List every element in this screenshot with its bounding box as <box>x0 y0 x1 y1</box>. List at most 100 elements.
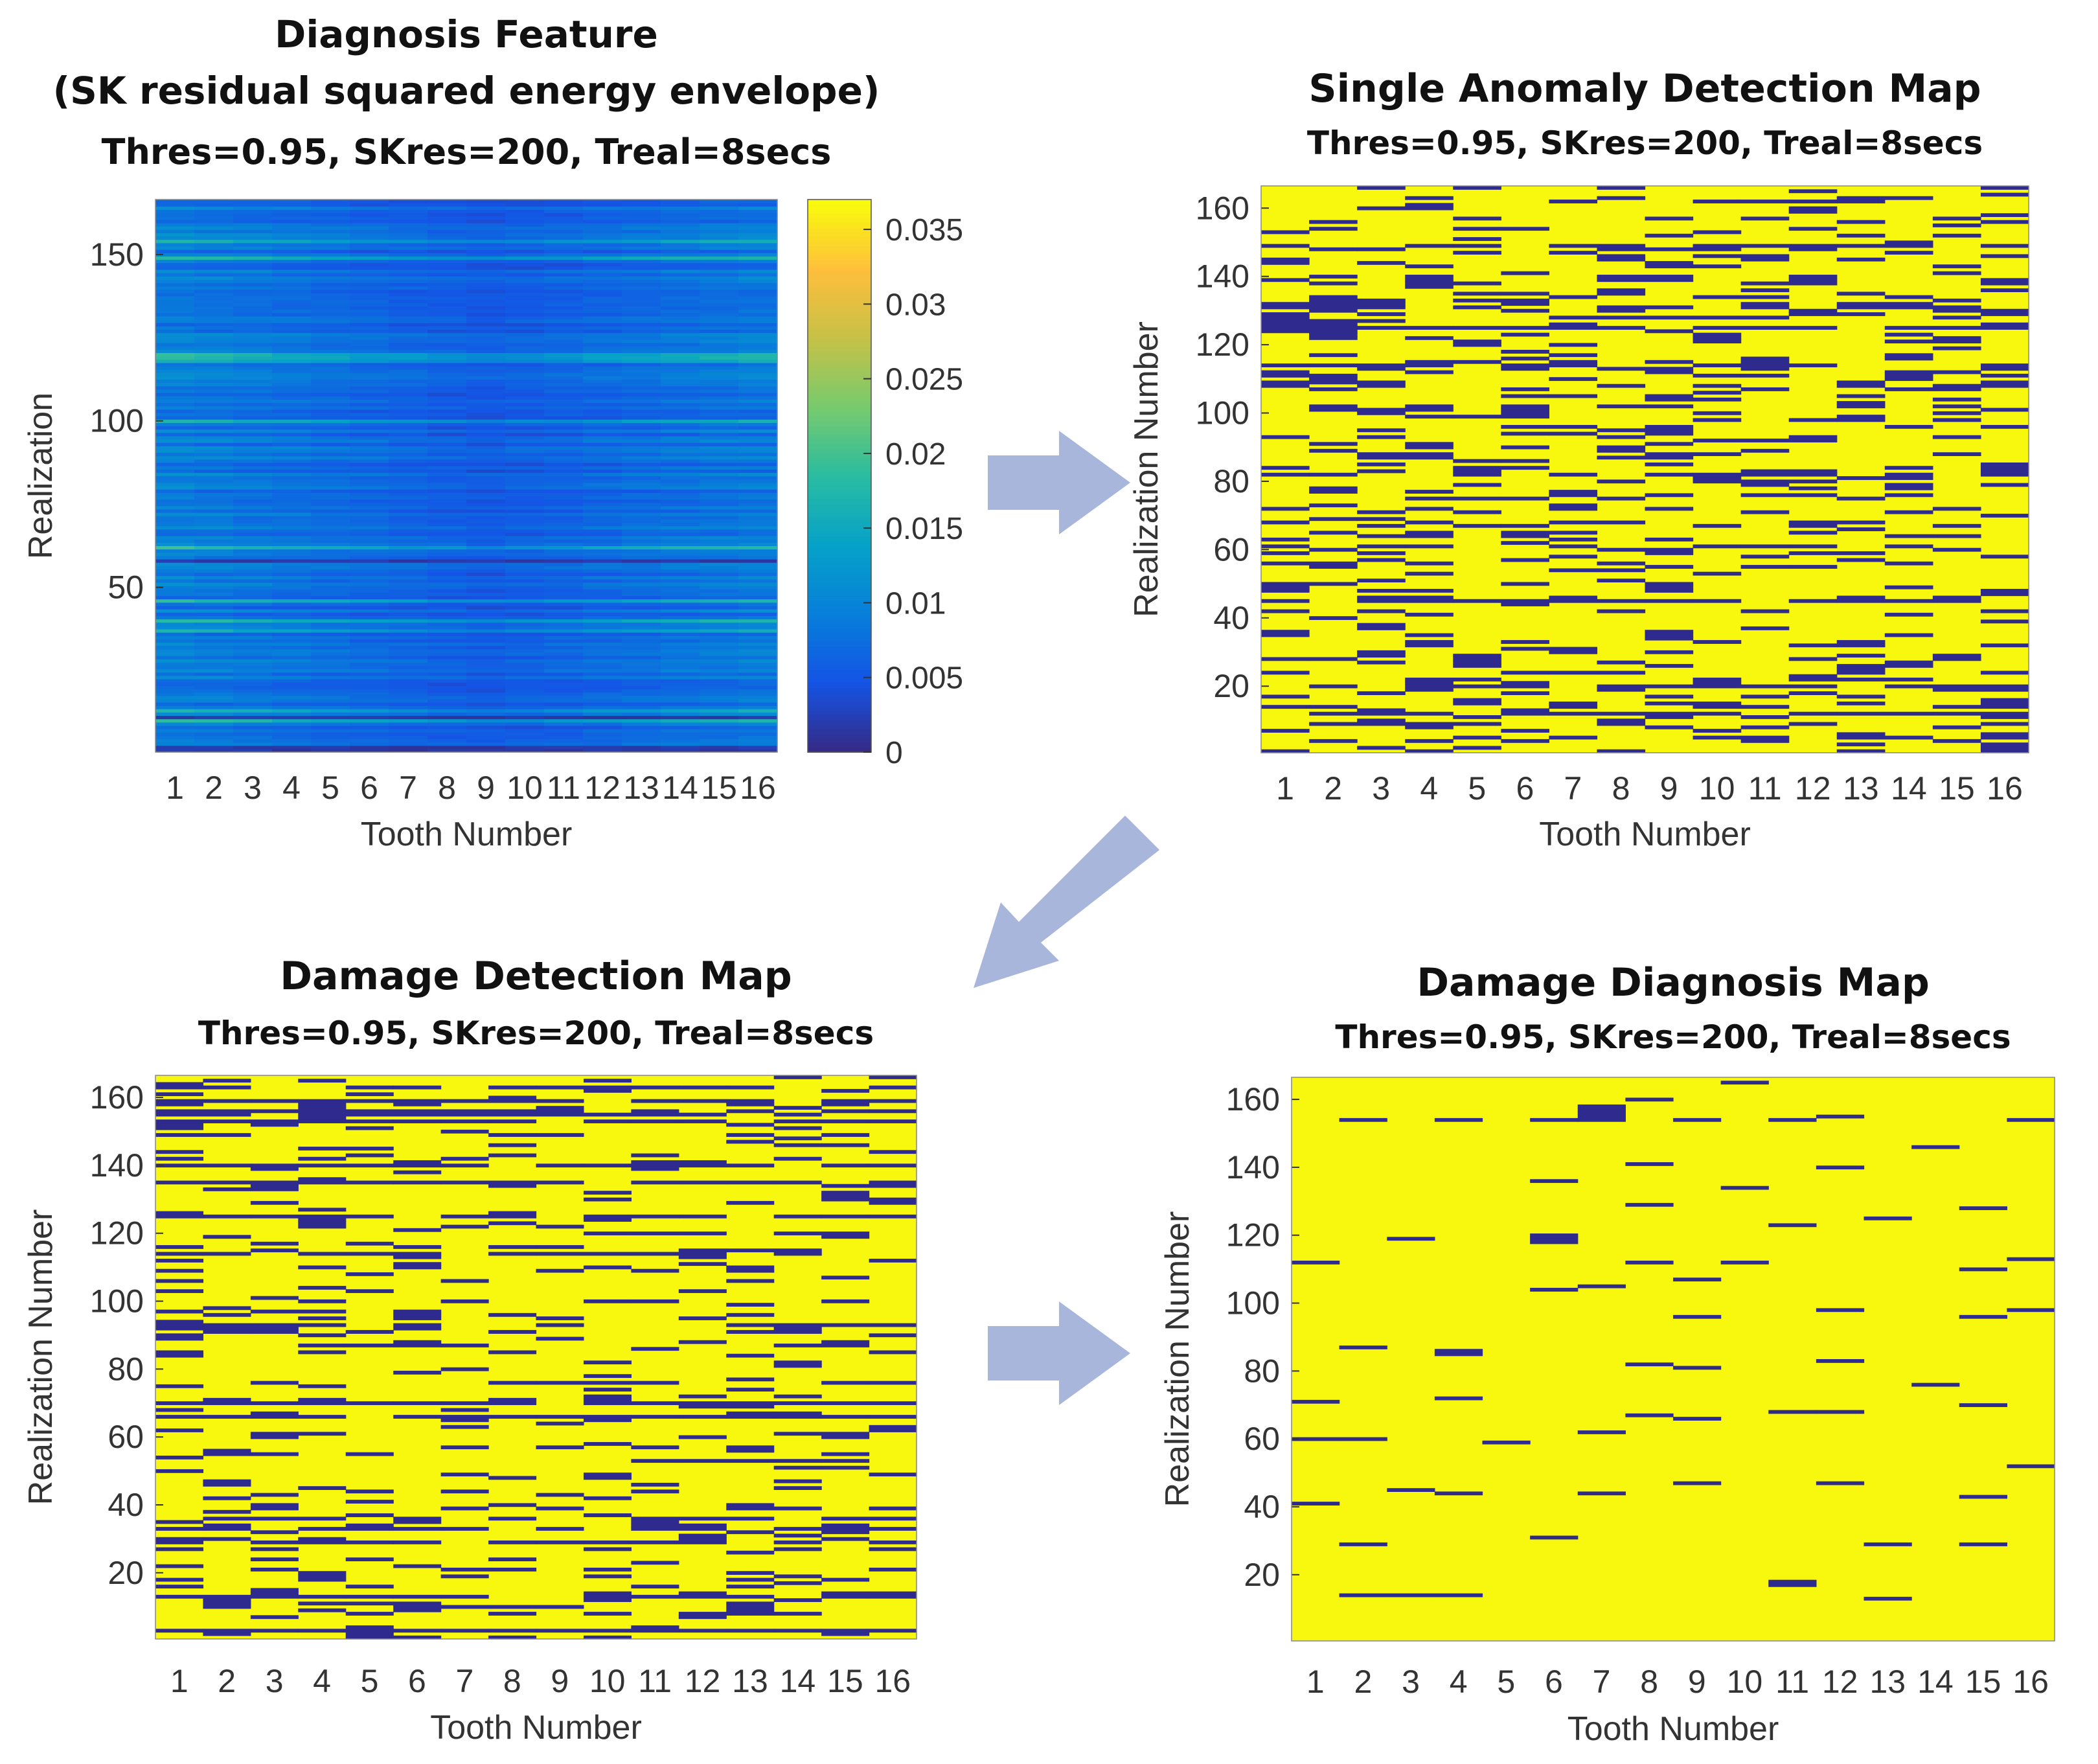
heatmap-cell <box>661 678 700 683</box>
heatmap-cell <box>194 595 234 600</box>
heatmap-cells <box>1261 186 2029 753</box>
heatmap-cell <box>233 303 273 307</box>
x-tick-label: 10 <box>507 770 543 806</box>
heatmap-cell <box>466 349 506 353</box>
damage-cell <box>1577 1104 1626 1108</box>
heatmap-cell <box>311 622 350 626</box>
heatmap-cell <box>544 695 584 700</box>
anomaly-cell <box>1309 490 1358 494</box>
heatmap-cell <box>311 599 350 603</box>
anomaly-cell <box>1980 367 2029 371</box>
heatmap-cell <box>350 622 389 626</box>
anomaly-cell <box>1357 544 1406 549</box>
anomaly-cell <box>1549 537 1598 542</box>
colorbar-segment <box>808 443 871 449</box>
heatmap-cell <box>350 632 389 636</box>
damage-cell <box>155 1333 204 1338</box>
heatmap-cell <box>311 732 350 736</box>
heatmap-cell <box>428 212 467 217</box>
heatmap-cell <box>583 729 622 733</box>
heatmap-cell <box>661 655 700 659</box>
damage-cell <box>678 1112 727 1117</box>
heatmap-cell <box>233 516 273 520</box>
heatmap-cell <box>311 203 350 207</box>
heatmap-cell <box>466 482 506 487</box>
heatmap-cell <box>272 379 312 384</box>
heatmap-cell <box>505 682 545 686</box>
damage-cell <box>773 1533 822 1538</box>
anomaly-cell <box>1788 674 1838 678</box>
damage-cell <box>203 1312 251 1317</box>
heatmap-cell <box>389 239 428 244</box>
heatmap-cell <box>428 416 467 420</box>
heatmap-cell <box>272 349 312 353</box>
heatmap-cell <box>311 466 350 470</box>
heatmap-cell <box>700 389 739 393</box>
x-tick-label: 11 <box>547 770 580 806</box>
anomaly-cell <box>1357 312 1406 316</box>
heatmap-cell <box>738 352 778 357</box>
heatmap-cell <box>155 722 195 726</box>
anomaly-cell <box>1740 715 1790 719</box>
colorbar-segment <box>808 480 871 486</box>
heatmap-cell <box>350 379 389 384</box>
heatmap-cell <box>738 315 778 320</box>
x-tick-label: 1 <box>1306 1664 1325 1700</box>
anomaly-cell <box>1645 452 1694 457</box>
anomaly-cell <box>1740 216 1790 221</box>
heatmap-cell <box>155 612 195 616</box>
heatmap-cell <box>661 645 700 650</box>
heatmap-cell <box>505 233 545 237</box>
damage-cell <box>440 1099 489 1103</box>
heatmap-cell <box>738 296 778 300</box>
heatmap-cell <box>389 352 428 357</box>
anomaly-cell <box>1309 565 1358 569</box>
heatmap-cell <box>194 589 234 593</box>
damage-cell <box>869 1428 917 1432</box>
heatmap-cell <box>661 469 700 473</box>
heatmap-cell <box>194 212 234 217</box>
damage-cell <box>821 1527 870 1531</box>
heatmap-cell <box>622 659 661 663</box>
heatmap-cell <box>622 279 661 284</box>
heatmap-cell <box>700 203 739 207</box>
heatmap-cell <box>428 502 467 507</box>
heatmap-cell <box>738 566 778 569</box>
heatmap-cell <box>233 712 273 716</box>
damage-cell <box>440 1605 489 1609</box>
heatmap-cell <box>389 385 428 390</box>
damage-cell <box>155 1109 204 1114</box>
anomaly-cell <box>1740 200 1790 203</box>
heatmap-cell <box>428 578 467 583</box>
anomaly-cell <box>1932 418 1981 422</box>
heatmap-cell <box>505 729 545 733</box>
heatmap-cell <box>389 455 428 460</box>
heatmap-cell <box>466 289 506 293</box>
heatmap-background <box>1292 1077 2055 1641</box>
heatmap-cell <box>155 698 195 703</box>
heatmap-cell <box>738 303 778 307</box>
heatmap-cell <box>233 396 273 400</box>
heatmap-cell <box>738 452 778 457</box>
damage-cell <box>726 1123 775 1127</box>
heatmap-cell <box>389 372 428 376</box>
heatmap-cell <box>428 702 467 706</box>
heatmap-cell <box>194 516 234 520</box>
heatmap-cell <box>350 562 389 566</box>
heatmap-cell <box>389 516 428 520</box>
heatmap-cell <box>272 662 312 666</box>
heatmap-cell <box>622 365 661 370</box>
heatmap-cell <box>194 446 234 450</box>
heatmap-cell <box>311 419 350 423</box>
damage-cell <box>203 1537 251 1541</box>
x-tick-label: 3 <box>1372 770 1390 807</box>
heatmap-cell <box>661 446 700 450</box>
heatmap-cell <box>350 519 389 523</box>
damage-cell <box>1673 1366 1722 1370</box>
heatmap-cell <box>700 422 739 427</box>
anomaly-cell <box>1261 326 1310 330</box>
heatmap-cell <box>661 648 700 653</box>
heatmap-cell <box>661 502 700 507</box>
heatmap-cell <box>505 522 545 527</box>
damage-cell <box>250 1323 299 1327</box>
